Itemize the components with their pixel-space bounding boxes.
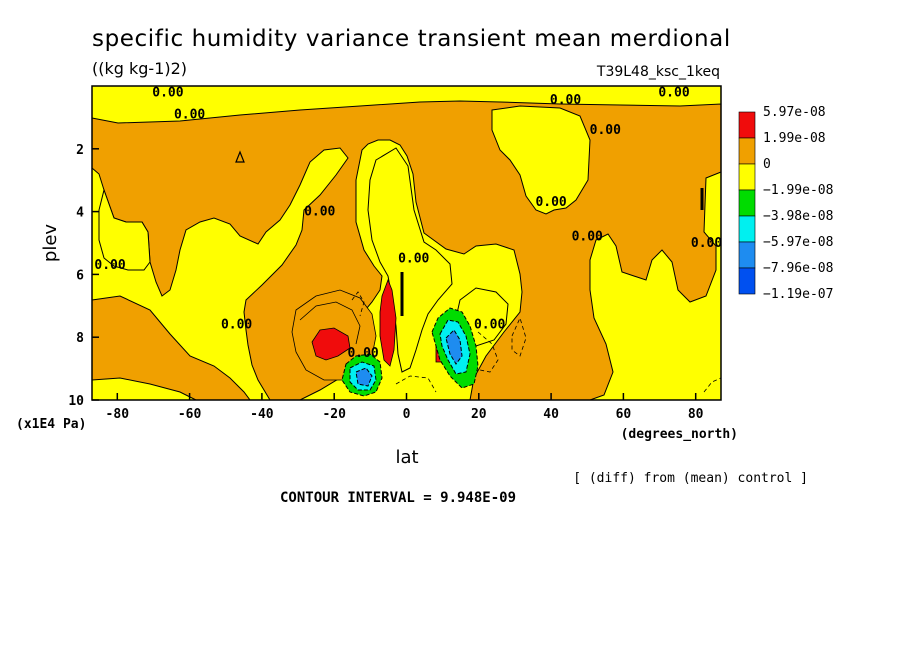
negative-blue-nh: [445, 329, 463, 365]
colorbar-label: 1.99e-08: [763, 131, 826, 146]
colorbar-label: −7.96e-08: [763, 261, 833, 276]
chart-units: ((kg kg-1)2): [92, 59, 187, 78]
x-tick-label: 20: [471, 407, 487, 422]
colorbar-label: −3.98e-08: [763, 209, 833, 224]
run-label: T39L48_ksc_1keq: [596, 64, 720, 80]
colorbar-label: −1.99e-08: [763, 183, 833, 198]
x-tick-label: -60: [178, 407, 202, 422]
small-triangle-contour: [235, 150, 245, 163]
y-axis-units: (x1E4 Pa): [16, 417, 86, 432]
contour-label: 0.00: [572, 230, 603, 245]
colorbar-label: −1.19e-07: [763, 287, 833, 302]
x-tick-label: -80: [106, 407, 130, 422]
contour-label: 0.00: [304, 205, 335, 220]
colorbar-label: 0: [763, 157, 771, 172]
contour-label: 0.00: [550, 93, 581, 108]
colorbar-swatch: [738, 137, 756, 165]
colorbar: 5.97e-08 1.99e-08 0 −1.99e-08 −3.98e-08 −5.97…: [738, 105, 833, 302]
contour-label: 0.00: [658, 85, 689, 100]
x-tick-label: 0: [403, 407, 411, 422]
chart-title: specific humidity variance transient mea…: [92, 26, 731, 52]
dashed-contour-east: [477, 331, 499, 373]
contour-loop-center: [299, 301, 361, 345]
contour-label: 0.00: [94, 258, 125, 273]
dashed-contour-nw: [351, 291, 365, 317]
colorbar-swatch: [738, 111, 756, 139]
x-axis-units: (degrees_north): [621, 427, 738, 442]
x-tick-label: -40: [250, 407, 274, 422]
x-axis: -80 -60 -40 -20 0 20 40 60 80: [106, 393, 704, 422]
dashed-contour-far-east: [511, 316, 527, 357]
contour-label: 0.00: [590, 123, 621, 138]
colorbar-label: −5.97e-08: [763, 235, 833, 250]
colorbar-swatch: [738, 241, 756, 269]
x-tick-label: 80: [688, 407, 704, 422]
y-tick-label: 8: [76, 331, 84, 346]
x-tick-label: 60: [616, 407, 632, 422]
x-axis-label: lat: [395, 447, 418, 468]
contour-label: 0.00: [691, 236, 722, 251]
negative-blue-sh: [355, 367, 373, 387]
contour-label: 0.00: [347, 346, 378, 361]
contour-label: 0.00: [474, 318, 505, 333]
yellow-cell-west: [98, 188, 151, 271]
x-tick-label: -20: [322, 407, 346, 422]
contour-interval: CONTOUR INTERVAL = 9.948E-09: [280, 490, 516, 506]
contour-label: 0.00: [398, 252, 429, 267]
dashed-contour-south: [395, 375, 437, 393]
yellow-column-mid: [491, 105, 591, 215]
contour-labels: 0.00 0.00 0.00 0.00 0.00 0.00 0.00 0.00 0.00 0.00…: [94, 85, 722, 361]
diff-note: [ (diff) from (mean) control ]: [573, 471, 808, 486]
contour-label: 0.00: [221, 318, 252, 333]
plot-area: 0.00 0.00 0.00 0.00 0.00 0.00 0.00 0.00 0.00 0.00…: [91, 85, 722, 401]
red-region-sh: [311, 327, 351, 361]
red-column-eq: [379, 278, 397, 367]
colorbar-swatch: [738, 189, 756, 217]
yellow-column-center: [367, 147, 453, 373]
y-tick-label: 6: [76, 268, 84, 283]
colorbar-swatch: [738, 267, 756, 295]
contour-label: 0.00: [152, 85, 183, 100]
y-tick-label: 4: [76, 206, 84, 221]
contour-label: 0.00: [535, 195, 566, 210]
y-tick-label: 2: [76, 143, 84, 158]
colorbar-swatch: [738, 163, 756, 191]
x-tick-label: 40: [543, 407, 559, 422]
y-tick-label: 10: [68, 394, 84, 409]
colorbar-swatch: [738, 215, 756, 243]
contour-label: 0.00: [174, 107, 205, 122]
y-axis-label: plev: [40, 224, 61, 263]
y-axis: 2 4 6 8 10: [68, 143, 99, 409]
colorbar-label: 5.97e-08: [763, 105, 826, 120]
